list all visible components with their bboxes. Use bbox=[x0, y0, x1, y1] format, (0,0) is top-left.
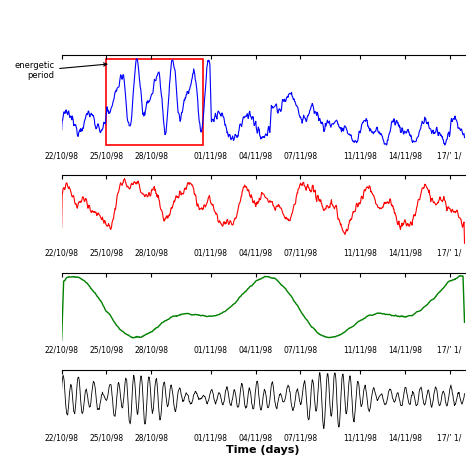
X-axis label: Time (days): Time (days) bbox=[226, 445, 300, 455]
Bar bbox=[106, 59, 203, 145]
Text: energetic
period: energetic period bbox=[14, 61, 107, 81]
